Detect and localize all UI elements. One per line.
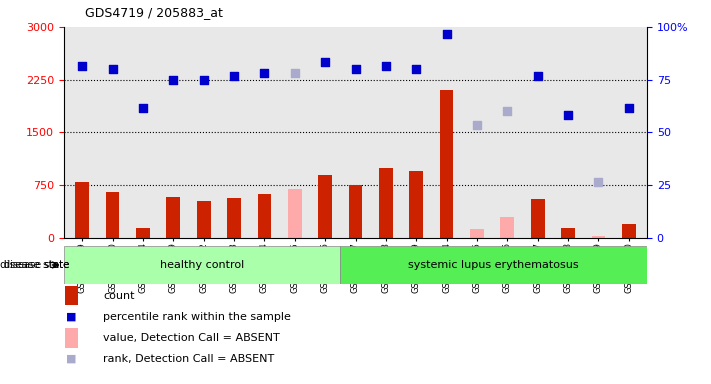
Text: value, Detection Call = ABSENT: value, Detection Call = ABSENT: [103, 333, 280, 343]
Point: [380, 63, 392, 69]
Text: GDS4719 / 205883_at: GDS4719 / 205883_at: [85, 6, 223, 19]
Bar: [561, 227, 575, 238]
Bar: [257, 194, 271, 238]
Text: rank, Detection Call = ABSENT: rank, Detection Call = ABSENT: [103, 354, 274, 364]
Point: [289, 70, 301, 76]
Point: [350, 66, 361, 72]
Bar: [592, 236, 605, 238]
Point: [593, 179, 604, 185]
Point: [410, 66, 422, 72]
Bar: [531, 199, 545, 238]
Text: disease state: disease state: [4, 260, 69, 270]
Text: disease state: disease state: [0, 260, 70, 270]
Point: [259, 70, 270, 76]
Bar: [319, 175, 332, 238]
Point: [107, 66, 118, 72]
Text: ■: ■: [66, 312, 76, 322]
Point: [532, 73, 543, 79]
Bar: [166, 197, 180, 238]
Text: ■: ■: [66, 354, 76, 364]
Bar: [64, 246, 341, 284]
Bar: [228, 198, 241, 238]
Bar: [75, 182, 89, 238]
Point: [198, 77, 209, 83]
Point: [319, 59, 331, 65]
Text: healthy control: healthy control: [160, 260, 245, 270]
Point: [228, 73, 240, 79]
Bar: [197, 201, 210, 238]
Point: [168, 77, 179, 83]
Bar: [288, 189, 301, 238]
Text: systemic lupus erythematosus: systemic lupus erythematosus: [408, 260, 579, 270]
Bar: [501, 217, 514, 238]
Point: [623, 105, 634, 111]
Text: count: count: [103, 291, 134, 301]
Bar: [379, 168, 392, 238]
Point: [471, 122, 483, 129]
Point: [502, 108, 513, 114]
Bar: [136, 227, 150, 238]
Bar: [106, 192, 119, 238]
Bar: [470, 229, 483, 238]
Bar: [341, 246, 647, 284]
Point: [441, 31, 452, 37]
Bar: [348, 185, 363, 238]
Point: [562, 112, 574, 118]
Point: [137, 105, 149, 111]
Text: percentile rank within the sample: percentile rank within the sample: [103, 312, 291, 322]
Bar: [622, 224, 636, 238]
Bar: [440, 90, 454, 238]
Point: [77, 63, 88, 69]
Bar: [410, 171, 423, 238]
